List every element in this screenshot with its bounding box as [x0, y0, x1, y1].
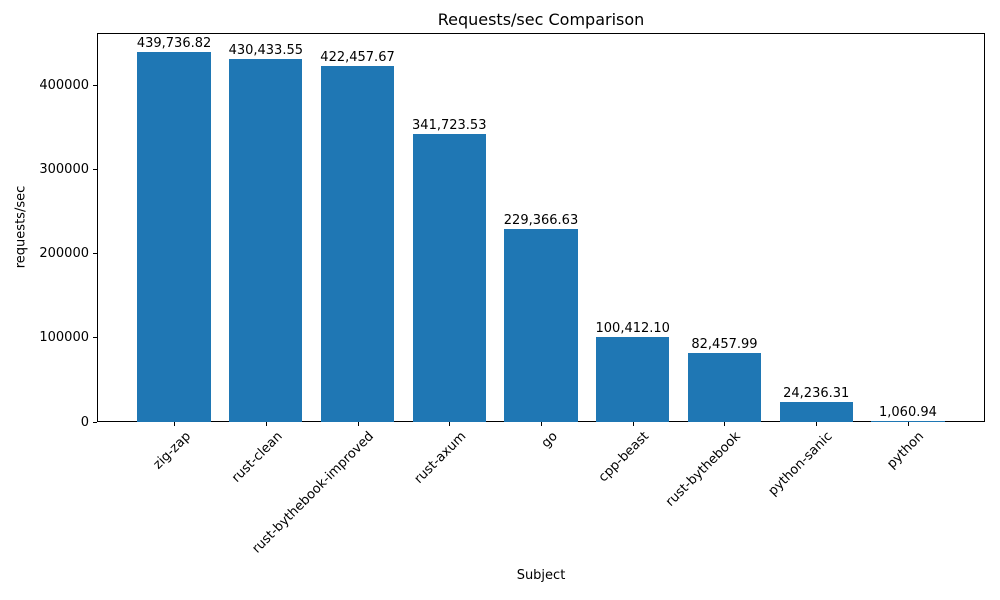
bar-rust-axum — [412, 134, 486, 422]
x-tick-label: go — [538, 429, 561, 452]
bar-value-label: 24,236.31 — [783, 385, 850, 401]
y-tick — [93, 421, 97, 423]
bar-value-label: 82,457.99 — [691, 336, 758, 352]
y-tick — [93, 168, 97, 170]
bar-value-label: 229,366.63 — [503, 212, 579, 228]
x-tick — [449, 422, 451, 426]
x-tick-label: cpp-beast — [596, 429, 653, 486]
x-tick — [632, 422, 634, 426]
x-tick-label: zig-zap — [150, 429, 194, 473]
bar-value-label: 100,412.10 — [595, 321, 670, 337]
y-tick-label: 0 — [80, 414, 89, 430]
bar-value-label: 422,457.67 — [320, 50, 395, 66]
x-tick-label: python — [884, 429, 928, 472]
y-tick — [93, 84, 97, 86]
bar-rust-clean — [229, 59, 303, 422]
y-tick — [93, 253, 97, 254]
bar-python-sanic — [779, 401, 853, 422]
x-tick-label: rust-axum — [411, 429, 469, 487]
x-tick-label: python-sanic — [765, 429, 836, 499]
x-tick — [541, 422, 542, 426]
x-tick — [357, 422, 359, 426]
bar-value-label: 439,736.82 — [136, 35, 212, 51]
chart-title: Requests/sec Comparison — [437, 10, 645, 29]
bar-go — [504, 228, 578, 422]
bar-value-label: 430,433.55 — [228, 43, 303, 59]
y-tick-label: 200000 — [39, 246, 89, 261]
x-tick-label: rust-clean — [228, 429, 286, 486]
bar-rust-bythebook — [687, 352, 762, 422]
y-tick-label: 300000 — [39, 161, 89, 177]
x-tick — [265, 422, 267, 426]
x-tick — [724, 422, 726, 426]
bar-value-label: 341,723.53 — [412, 118, 487, 134]
x-tick — [816, 422, 818, 426]
x-tick — [907, 422, 909, 426]
x-tick-label: rust-bythebook — [663, 429, 745, 510]
y-tick — [93, 337, 97, 339]
bar-cpp-beast — [596, 337, 670, 422]
bar-value-label: 1,060.94 — [878, 405, 937, 420]
bar-rust-bythebook-improved — [320, 66, 395, 422]
x-axis-label: Subject — [516, 568, 566, 583]
bar-zig-zap — [137, 51, 211, 422]
bar-python — [871, 421, 945, 422]
y-tick-label: 100000 — [39, 330, 89, 346]
x-tick — [174, 422, 176, 426]
y-tick-label: 400000 — [39, 77, 89, 93]
